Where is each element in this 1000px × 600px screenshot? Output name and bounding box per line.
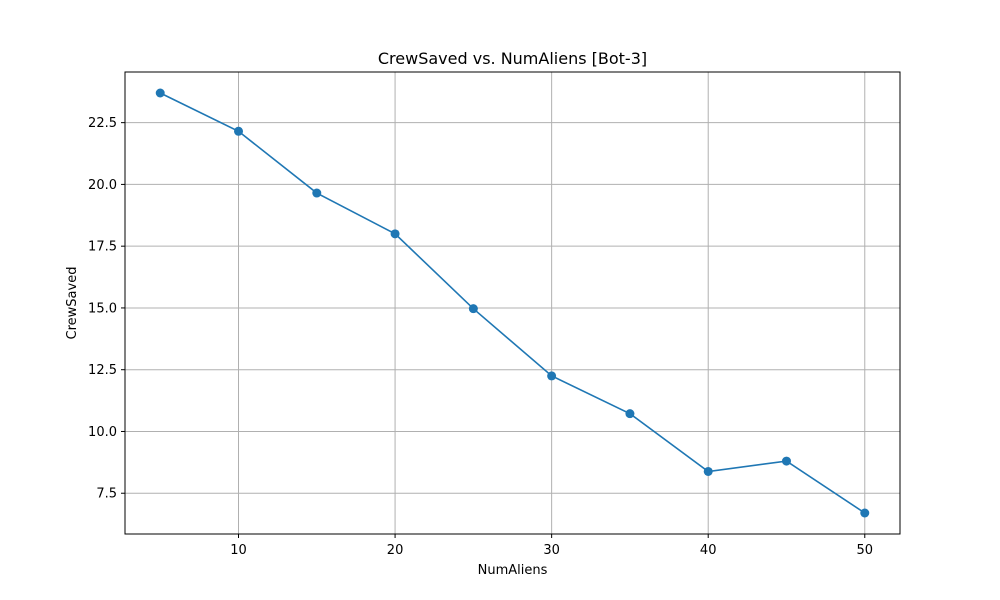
data-point: [547, 371, 557, 381]
ticks: 10 20 30 40 50 7.5 10.0 12.5 15.0 17.5 20.0 22.5: [88, 116, 873, 558]
data-point: [155, 88, 165, 98]
data-point: [625, 409, 635, 419]
y-tick-label: 10.0: [88, 425, 117, 440]
data-point: [703, 466, 713, 476]
x-tick-label: 10: [230, 543, 247, 558]
data-point: [468, 304, 478, 314]
chart-title: CrewSaved vs. NumAliens [Bot-3]: [378, 49, 647, 68]
y-tick-label: 22.5: [88, 116, 117, 131]
y-tick-label: 17.5: [88, 240, 117, 255]
x-tick-label: 20: [387, 543, 404, 558]
x-tick-label: 40: [700, 543, 717, 558]
plot-frame: [124, 71, 901, 535]
x-tick-label: 30: [543, 543, 560, 558]
series: [155, 88, 870, 518]
x-tick-label: 50: [856, 543, 873, 558]
y-tick-label: 15.0: [88, 301, 117, 316]
grid: [125, 72, 900, 534]
y-axis-title: CrewSaved: [65, 267, 80, 340]
y-tick-label: 12.5: [88, 363, 117, 378]
y-tick-label: 7.5: [96, 487, 117, 502]
data-point: [860, 508, 870, 518]
data-point: [390, 229, 400, 239]
x-axis-title: NumAliens: [478, 563, 548, 578]
data-point: [234, 126, 244, 136]
data-point: [312, 188, 322, 198]
data-point: [781, 456, 791, 466]
series-line: [159, 92, 866, 514]
y-tick-label: 20.0: [88, 178, 117, 193]
